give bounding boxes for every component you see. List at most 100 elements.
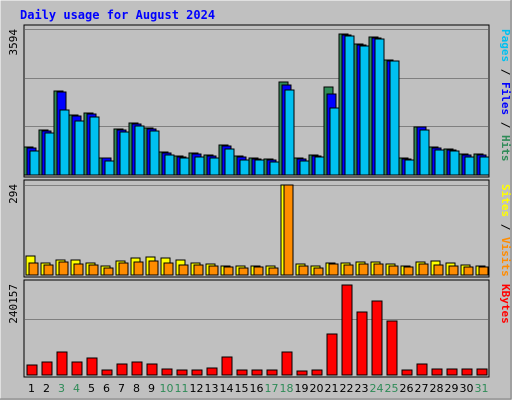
bar-kbytes-day-12 <box>191 369 203 376</box>
bar-visits-day-21 <box>328 263 339 276</box>
bar-kbytes-day-16 <box>251 369 263 376</box>
bar-visits-day-10 <box>163 262 174 276</box>
bar-visits-day-7 <box>118 262 129 276</box>
bar-visits-day-29 <box>448 265 459 276</box>
x-tick-label-day-30: 30 <box>460 382 474 395</box>
bar-visits-day-19 <box>298 265 309 276</box>
x-tick-label-day-7: 7 <box>118 382 125 395</box>
bar-pages-day-18 <box>284 89 295 176</box>
bar-visits-day-3 <box>58 261 69 276</box>
bar-kbytes-day-31 <box>476 368 488 376</box>
bar-kbytes-day-23 <box>356 311 368 376</box>
legend-sites-label: Sites <box>499 184 512 217</box>
x-tick-label-day-20: 20 <box>310 382 324 395</box>
bar-kbytes-day-21 <box>326 333 338 376</box>
x-tick-label-day-2: 2 <box>43 382 50 395</box>
bar-pages-day-19 <box>299 160 310 176</box>
x-tick-label-day-11: 11 <box>175 382 189 395</box>
x-tick-label-day-16: 16 <box>250 382 264 395</box>
bar-pages-day-21 <box>329 107 340 176</box>
bar-pages-day-14 <box>224 148 235 176</box>
bar-kbytes-day-19 <box>296 370 308 376</box>
series-legend-label: KBytes <box>499 284 512 324</box>
bar-visits-day-9 <box>148 260 159 276</box>
bar-pages-day-29 <box>449 150 460 176</box>
bar-pages-day-12 <box>194 156 205 176</box>
x-tick-label-day-3: 3 <box>58 382 65 395</box>
bar-visits-day-20 <box>313 267 324 276</box>
y-axis-max-label: 294 <box>7 184 20 204</box>
x-tick-label-day-21: 21 <box>325 382 339 395</box>
legend-kbytes-label: KBytes <box>499 284 512 324</box>
bar-pages-day-15 <box>239 159 250 176</box>
bar-visits-day-2 <box>43 264 54 276</box>
bar-kbytes-day-22 <box>341 284 353 376</box>
x-tick-label-day-13: 13 <box>205 382 219 395</box>
bar-pages-day-7 <box>119 131 130 176</box>
x-tick-label-day-5: 5 <box>88 382 95 395</box>
panel-frame <box>23 24 490 178</box>
bar-visits-day-31 <box>478 266 489 276</box>
bar-kbytes-day-15 <box>236 369 248 376</box>
legend--label: / <box>499 217 512 237</box>
bar-pages-day-8 <box>134 125 145 176</box>
bar-visits-day-23 <box>358 263 369 276</box>
bar-pages-day-30 <box>464 156 475 176</box>
bar-visits-day-22 <box>343 264 354 276</box>
x-tick-label-day-29: 29 <box>445 382 459 395</box>
bar-visits-day-8 <box>133 261 144 276</box>
legend-hits-label: Hits <box>499 135 512 162</box>
series-legend-label: Sites / Visits <box>499 184 512 277</box>
x-tick-label-day-24: 24 <box>370 382 384 395</box>
bar-kbytes-day-2 <box>41 361 53 376</box>
x-tick-label-day-8: 8 <box>133 382 140 395</box>
x-tick-label-day-23: 23 <box>355 382 369 395</box>
bar-visits-day-11 <box>178 264 189 276</box>
bar-kbytes-day-20 <box>311 369 323 376</box>
bar-pages-day-16 <box>254 159 265 176</box>
x-tick-label-day-1: 1 <box>28 382 35 395</box>
bar-pages-day-13 <box>209 157 220 176</box>
bar-kbytes-day-17 <box>266 369 278 376</box>
bar-kbytes-day-25 <box>386 320 398 376</box>
series-legend-label: Pages / Files / Hits <box>499 29 512 162</box>
bar-kbytes-day-10 <box>161 368 173 376</box>
bar-visits-day-30 <box>463 266 474 276</box>
bar-pages-day-20 <box>314 156 325 176</box>
bar-pages-day-28 <box>434 149 445 176</box>
x-tick-label-day-4: 4 <box>73 382 80 395</box>
chart-title: Daily usage for August 2024 <box>20 8 215 22</box>
x-axis-labels: 1 2 3 4 5 6 7 8 9 10 11 12 13 14 15 16 17 18 19 20 21 22 23 24 2… <box>28 382 489 395</box>
bar-kbytes-day-1 <box>26 364 38 376</box>
bar-kbytes-day-7 <box>116 363 128 376</box>
legend-files-label: Files <box>499 82 512 115</box>
bar-visits-day-28 <box>433 264 444 276</box>
panel-kbytes: 240157 KBytes <box>7 279 512 378</box>
bar-kbytes-day-18 <box>281 351 293 376</box>
x-tick-label-day-19: 19 <box>295 382 309 395</box>
bar-pages-day-27 <box>419 129 430 176</box>
bar-pages-day-2 <box>44 132 55 176</box>
bar-visits-day-13 <box>208 265 219 276</box>
bar-visits-day-4 <box>73 263 84 276</box>
bar-visits-day-5 <box>88 264 99 276</box>
bar-pages-day-9 <box>149 130 160 176</box>
bar-visits-day-17 <box>268 267 279 276</box>
bar-visits-day-18 <box>283 184 294 276</box>
bar-kbytes-day-9 <box>146 363 158 376</box>
bar-pages-day-26 <box>404 159 415 176</box>
legend--label: / <box>499 62 512 82</box>
bar-pages-day-5 <box>89 116 100 176</box>
bar-pages-day-23 <box>359 45 370 176</box>
bar-kbytes-day-11 <box>176 369 188 376</box>
x-tick-label-day-6: 6 <box>103 382 110 395</box>
bar-kbytes-day-5 <box>86 357 98 376</box>
x-tick-label-day-18: 18 <box>280 382 294 395</box>
bar-kbytes-day-29 <box>446 368 458 376</box>
x-tick-label-day-14: 14 <box>220 382 234 395</box>
panel-sites-visits: 294 Sites / Visits <box>7 179 512 278</box>
bar-kbytes-day-14 <box>221 356 233 376</box>
bar-pages-day-10 <box>164 154 175 176</box>
panel-frame <box>23 179 490 278</box>
